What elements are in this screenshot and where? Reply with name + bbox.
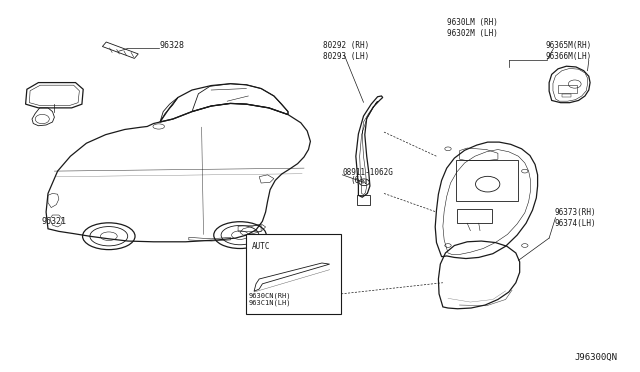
Text: J96300QN: J96300QN: [575, 353, 618, 362]
Text: 9630LM (RH)
96302M (LH): 9630LM (RH) 96302M (LH): [447, 18, 497, 38]
Text: AUTC: AUTC: [252, 242, 270, 251]
Text: N: N: [362, 180, 367, 185]
Text: 96373(RH)
96374(LH): 96373(RH) 96374(LH): [555, 208, 596, 228]
Text: 9630CN(RH)
963C1N(LH): 9630CN(RH) 963C1N(LH): [249, 292, 291, 307]
Text: 96321: 96321: [42, 217, 67, 226]
Text: 08911-1062G: 08911-1062G: [342, 169, 393, 177]
Bar: [246, 234, 341, 314]
Text: 96328: 96328: [160, 41, 185, 50]
Text: 96365M(RH)
96366M(LH): 96365M(RH) 96366M(LH): [546, 41, 592, 61]
Text: (6): (6): [351, 176, 365, 185]
Text: 80292 (RH)
80293 (LH): 80292 (RH) 80293 (LH): [323, 41, 369, 61]
Bar: [558, 85, 577, 93]
Bar: [562, 94, 571, 97]
Bar: [357, 195, 370, 205]
Bar: [457, 209, 492, 223]
Bar: [456, 160, 518, 201]
